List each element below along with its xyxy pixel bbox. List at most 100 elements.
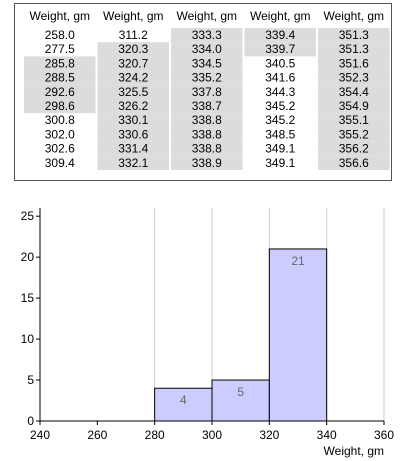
- table-cell[interactable]: 349.1: [265, 156, 295, 170]
- table-cell[interactable]: 333.3: [192, 28, 222, 42]
- cell-highlight: [244, 42, 316, 57]
- y-tick-label: 20: [21, 250, 35, 264]
- table-cell[interactable]: 285.8: [45, 56, 75, 70]
- table-cell[interactable]: 298.6: [45, 99, 75, 113]
- y-tick-label: 0: [27, 414, 34, 428]
- y-tick-label: 10: [21, 332, 35, 346]
- histogram-bar[interactable]: [211, 379, 270, 422]
- table-cell[interactable]: 339.4: [265, 28, 295, 42]
- table-cell[interactable]: 330.1: [118, 113, 148, 127]
- table-cell[interactable]: 355.1: [339, 113, 369, 127]
- x-tick-label: 240: [30, 428, 50, 442]
- cell-highlight: [97, 141, 169, 156]
- cell-highlight: [97, 42, 169, 57]
- column-header[interactable]: Weight, gm: [250, 9, 310, 23]
- table-cell[interactable]: 338.8: [192, 127, 222, 141]
- table-cell[interactable]: 330.6: [118, 127, 148, 141]
- table-cell[interactable]: 351.6: [339, 56, 369, 70]
- column-header[interactable]: Weight, gm: [324, 9, 384, 23]
- cell-highlight: [318, 56, 390, 71]
- table-cell[interactable]: 300.8: [45, 113, 75, 127]
- cell-highlight: [97, 113, 169, 128]
- cell-highlight: [171, 42, 243, 57]
- cell-highlight: [97, 84, 169, 99]
- table-cell[interactable]: 352.3: [339, 71, 369, 85]
- cell-highlight: [171, 113, 243, 128]
- cell-highlight: [318, 99, 390, 114]
- cell-highlight: [171, 127, 243, 142]
- table-cell[interactable]: 340.5: [265, 56, 295, 70]
- table-cell[interactable]: 311.2: [119, 28, 148, 42]
- cell-highlight: [97, 70, 169, 85]
- table-cell[interactable]: 356.2: [339, 142, 369, 156]
- table-cell[interactable]: 302.0: [45, 127, 75, 141]
- y-tick-label: 5: [27, 373, 34, 387]
- cell-highlight: [97, 99, 169, 114]
- cell-highlight: [24, 70, 96, 85]
- cell-highlight: [171, 56, 243, 71]
- bar-count-label: 5: [237, 385, 244, 399]
- histogram-bar[interactable]: [154, 387, 213, 422]
- y-tick-label: 25: [21, 209, 35, 223]
- x-axis-label: Weight, gm: [324, 444, 384, 458]
- y-tick-label: 15: [21, 291, 35, 305]
- cell-highlight: [97, 56, 169, 71]
- column-header[interactable]: Weight, gm: [30, 9, 90, 23]
- table-cell[interactable]: 348.5: [265, 127, 295, 141]
- table-cell[interactable]: 325.5: [118, 85, 148, 99]
- table-cell[interactable]: 354.9: [339, 99, 369, 113]
- table-cell[interactable]: 338.9: [192, 156, 222, 170]
- cell-highlight: [171, 84, 243, 99]
- table-cell[interactable]: 356.6: [339, 156, 369, 170]
- table-cell[interactable]: 288.5: [45, 71, 75, 85]
- cell-highlight: [171, 141, 243, 156]
- table-cell[interactable]: 334.0: [192, 42, 222, 56]
- table-cell[interactable]: 349.1: [265, 142, 295, 156]
- table-cell[interactable]: 332.1: [118, 156, 148, 170]
- histogram-bar[interactable]: [268, 248, 328, 422]
- cell-highlight: [24, 56, 96, 71]
- table-cell[interactable]: 277.5: [45, 42, 75, 56]
- table-cell[interactable]: 345.2: [265, 113, 295, 127]
- table-cell[interactable]: 338.7: [192, 99, 222, 113]
- table-cell[interactable]: 355.2: [339, 127, 369, 141]
- table-cell[interactable]: 335.2: [192, 71, 222, 85]
- column-header[interactable]: Weight, gm: [177, 9, 237, 23]
- table-cell[interactable]: 324.2: [118, 71, 148, 85]
- table-cell[interactable]: 339.7: [265, 42, 295, 56]
- table-cell[interactable]: 258.0: [45, 28, 75, 42]
- x-tick-label: 360: [374, 428, 394, 442]
- column-header[interactable]: Weight, gm: [103, 9, 163, 23]
- x-tick-label: 340: [317, 428, 337, 442]
- cell-highlight: [318, 155, 390, 170]
- table-cell[interactable]: 320.7: [118, 56, 148, 70]
- table-cell[interactable]: 337.8: [192, 85, 222, 99]
- data-table-panel: Weight, gm 258.0 277.5 285.8 288.5 292.6 298.6…: [14, 3, 392, 181]
- table-cell[interactable]: 292.6: [45, 85, 75, 99]
- table-cell[interactable]: 338.8: [192, 113, 222, 127]
- histogram-chart: 4 5 21 0 5 10 15 20 25 240 260 280 300 320 340 360 Weigh…: [21, 208, 394, 458]
- table-cell[interactable]: 341.6: [265, 71, 295, 85]
- cell-highlight: [171, 28, 243, 43]
- cell-highlight: [171, 99, 243, 114]
- table-cell[interactable]: 345.2: [265, 99, 295, 113]
- table-cell[interactable]: 338.8: [192, 142, 222, 156]
- bar-count-label: 21: [291, 254, 305, 268]
- cell-highlight: [171, 155, 243, 170]
- cell-highlight: [171, 70, 243, 85]
- x-tick-label: 300: [202, 428, 222, 442]
- cell-highlight: [318, 42, 390, 57]
- x-tick-label: 320: [259, 428, 279, 442]
- table-cell[interactable]: 302.6: [45, 142, 75, 156]
- table-cell[interactable]: 354.4: [339, 85, 369, 99]
- cell-highlight: [244, 28, 316, 43]
- table-cell[interactable]: 334.5: [192, 56, 222, 70]
- table-cell[interactable]: 309.4: [45, 156, 75, 170]
- table-cell[interactable]: 351.3: [339, 28, 369, 42]
- cell-highlight: [318, 113, 390, 128]
- table-cell[interactable]: 331.4: [118, 142, 148, 156]
- table-cell[interactable]: 326.2: [118, 99, 148, 113]
- table-cell[interactable]: 344.3: [265, 85, 295, 99]
- table-cell[interactable]: 351.3: [339, 42, 369, 56]
- table-cell[interactable]: 320.3: [118, 42, 148, 56]
